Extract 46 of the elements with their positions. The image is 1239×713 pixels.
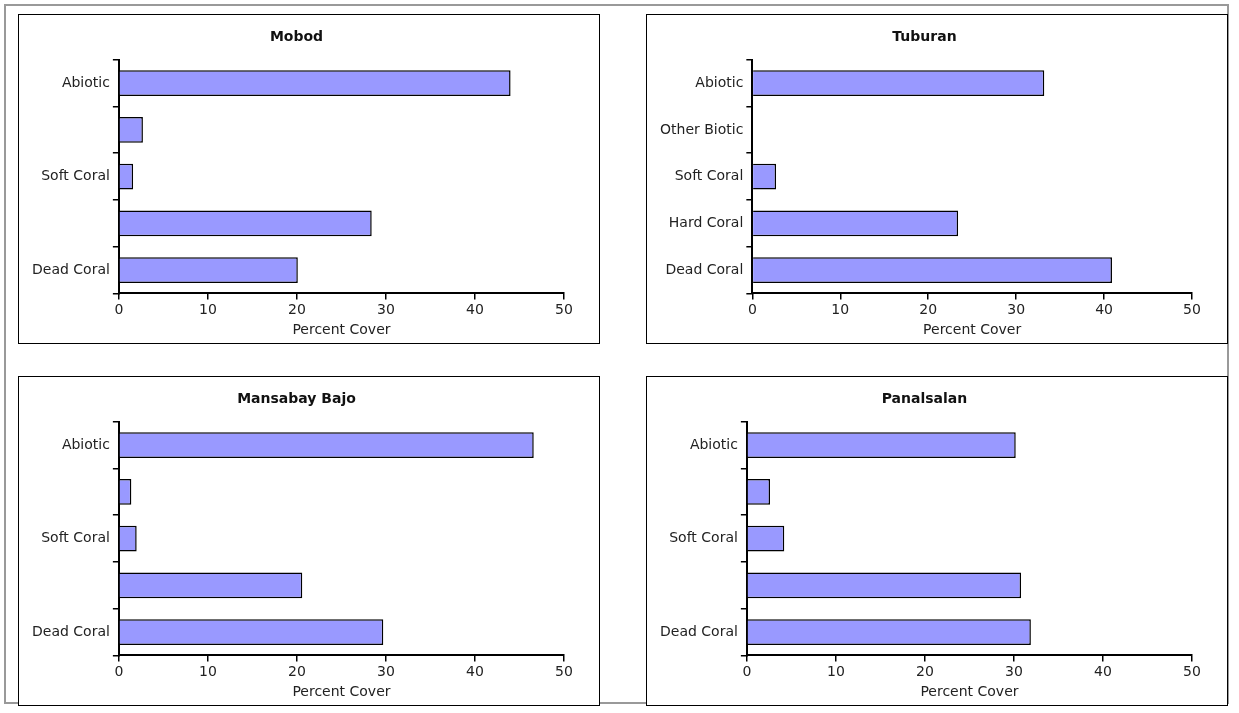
y-tick-label: Soft Coral [674,167,744,184]
y-tick-label: Other Biotic [659,120,744,137]
x-axis-title: Percent Cover [292,683,391,700]
x-tick-label: 0 [114,301,124,318]
x-tick-label: 30 [377,301,395,318]
y-tick-label: Dead Coral [32,260,110,277]
x-tick-label: 50 [1183,301,1201,318]
y-tick-label: Hard Coral [668,213,744,230]
x-tick-label: 20 [288,663,306,680]
y-tick-label: Soft Coral [669,529,738,546]
x-tick-label: 0 [114,663,124,680]
y-tick-label: Abiotic [695,73,744,90]
x-tick-label: 50 [555,301,573,318]
x-axis-title: Percent Cover [923,321,1022,338]
x-tick-label: 20 [916,663,934,680]
x-axis-title: Percent Cover [292,321,391,338]
x-tick-label: 50 [555,663,573,680]
chart-title: Panalsalan [881,390,968,407]
chart-title: Mobod [269,28,324,45]
chart-title: Tuburan [892,28,957,45]
x-tick-label: 10 [198,301,217,318]
x-tick-label: 10 [826,663,845,680]
x-tick-label: 50 [1183,663,1201,680]
x-tick-label: 40 [1095,301,1113,318]
x-tick-label: 10 [198,663,217,680]
x-tick-label: 30 [1005,663,1023,680]
x-tick-label: 40 [466,301,484,318]
x-tick-label: 0 [742,663,752,680]
y-tick-label: Abiotic [61,435,110,452]
y-tick-label: Dead Coral [32,622,110,639]
x-tick-label: 40 [466,663,484,680]
x-axis-title: Percent Cover [920,683,1019,700]
y-tick-label: Abiotic [61,73,110,90]
y-tick-label: Dead Coral [665,260,744,277]
x-tick-label: 20 [919,301,938,318]
y-tick-label: Soft Coral [41,167,110,184]
chart-title: Mansabay Bajo [237,390,357,407]
x-tick-label: 30 [377,663,395,680]
x-tick-label: 30 [1007,301,1026,318]
x-tick-label: 40 [1094,663,1112,680]
x-tick-label: 10 [831,301,850,318]
y-tick-label: Abiotic [689,435,738,452]
y-tick-label: Dead Coral [660,622,738,639]
x-tick-label: 0 [747,301,757,318]
y-tick-label: Soft Coral [41,529,110,546]
x-tick-label: 20 [288,301,306,318]
